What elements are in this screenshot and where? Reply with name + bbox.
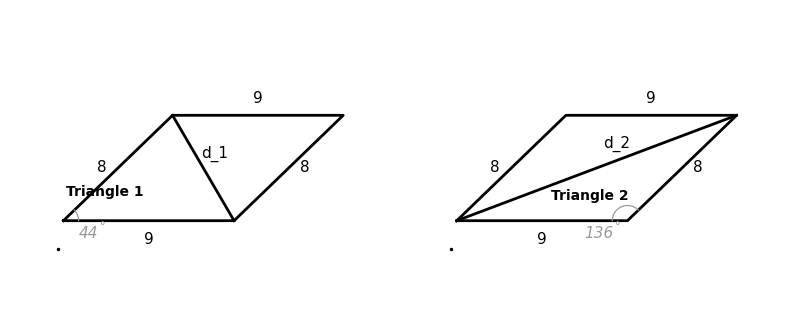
Text: 9: 9 (144, 232, 154, 247)
Text: 9: 9 (538, 232, 547, 247)
Text: 9: 9 (646, 91, 656, 106)
Text: 9: 9 (253, 91, 262, 106)
Text: 8: 8 (694, 161, 703, 175)
Text: 8: 8 (300, 161, 310, 175)
Text: °: ° (615, 221, 621, 232)
Text: Triangle 2: Triangle 2 (550, 189, 628, 203)
Text: Triangle 1: Triangle 1 (66, 185, 144, 199)
Text: 136: 136 (584, 226, 614, 242)
Text: °: ° (101, 221, 106, 232)
Text: 8: 8 (490, 161, 500, 175)
Text: 8: 8 (97, 161, 106, 175)
Text: d_2: d_2 (603, 135, 630, 152)
Text: d_1: d_1 (201, 146, 228, 162)
Text: 44: 44 (78, 226, 98, 242)
